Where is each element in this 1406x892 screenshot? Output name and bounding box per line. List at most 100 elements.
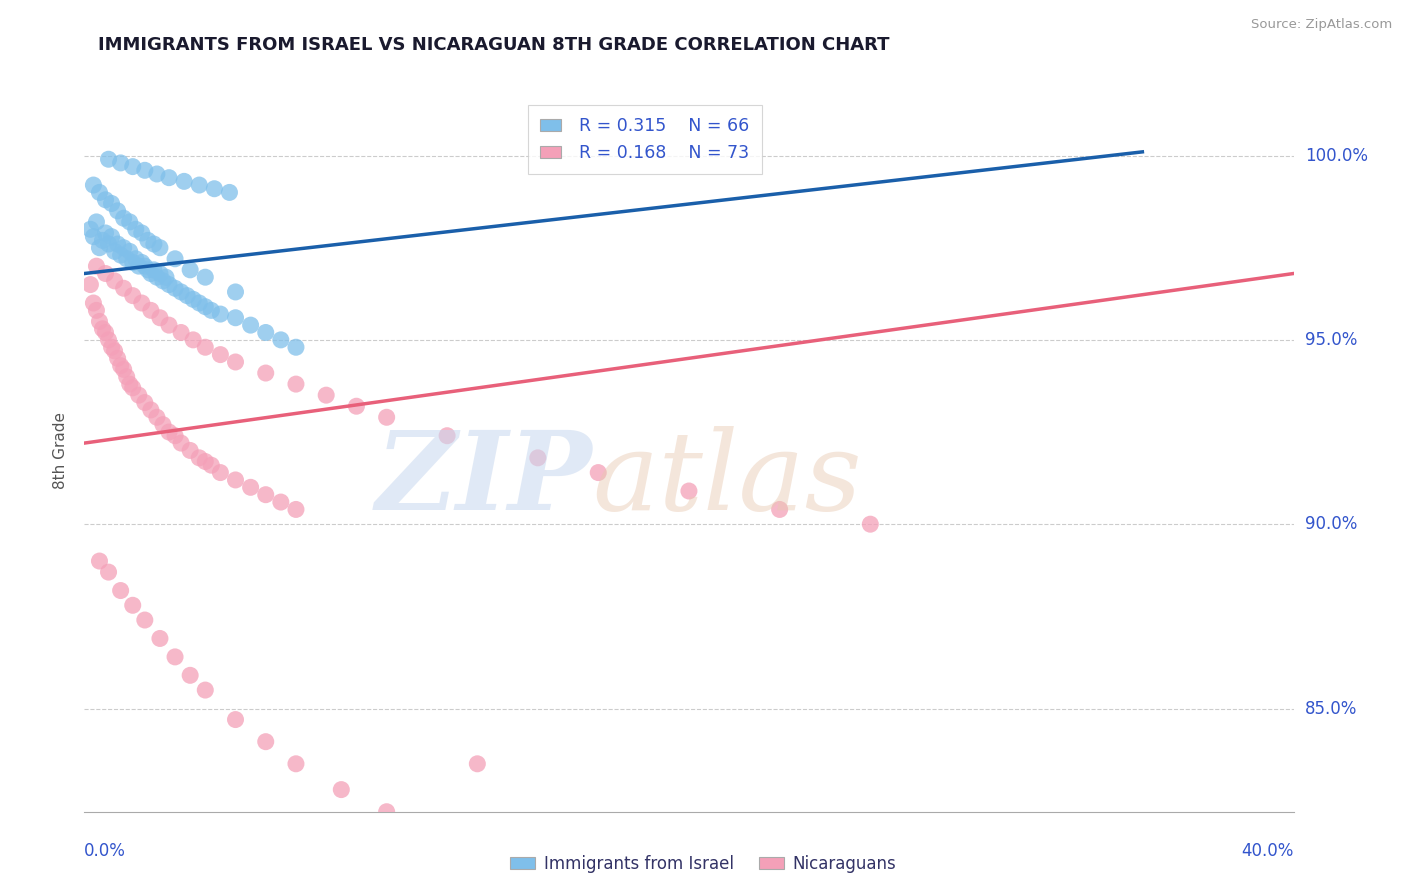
Point — [134, 163, 156, 178]
Point — [91, 322, 114, 336]
Point — [139, 267, 162, 281]
Point — [157, 425, 180, 439]
Point — [134, 395, 156, 409]
Legend: Immigrants from Israel, Nicaraguans: Immigrants from Israel, Nicaraguans — [503, 848, 903, 880]
Point — [149, 310, 172, 325]
Point — [110, 156, 132, 170]
Point — [218, 186, 240, 200]
Point — [146, 167, 169, 181]
Point — [112, 281, 135, 295]
Point — [173, 174, 195, 188]
Point — [115, 252, 138, 266]
Point — [142, 237, 165, 252]
Point — [86, 259, 108, 273]
Text: 95.0%: 95.0% — [1305, 331, 1357, 349]
Point — [118, 377, 141, 392]
Point — [270, 495, 292, 509]
Point — [254, 488, 277, 502]
Text: 85.0%: 85.0% — [1305, 699, 1357, 717]
Point — [79, 277, 101, 292]
Point — [107, 237, 129, 252]
Point — [89, 241, 111, 255]
Point — [152, 417, 174, 432]
Point — [91, 233, 114, 247]
Point — [315, 388, 337, 402]
Point — [194, 454, 217, 468]
Point — [200, 303, 222, 318]
Point — [97, 333, 120, 347]
Point — [149, 241, 172, 255]
Point — [157, 170, 180, 185]
Point — [139, 403, 162, 417]
Point — [110, 359, 132, 373]
Point — [136, 233, 159, 247]
Point — [82, 229, 104, 244]
Point — [188, 450, 211, 465]
Point — [239, 480, 262, 494]
Point — [200, 458, 222, 473]
Point — [194, 300, 217, 314]
Text: 40.0%: 40.0% — [1241, 842, 1294, 860]
Point — [94, 226, 117, 240]
Point — [225, 355, 247, 369]
Text: atlas: atlas — [592, 425, 862, 533]
Point — [194, 683, 217, 698]
Point — [285, 756, 308, 771]
Point — [152, 274, 174, 288]
Point — [188, 178, 211, 192]
Text: 0.0%: 0.0% — [84, 842, 127, 860]
Point — [89, 186, 111, 200]
Point — [285, 502, 308, 516]
Point — [121, 160, 143, 174]
Point — [202, 182, 225, 196]
Point — [118, 244, 141, 259]
Point — [330, 782, 353, 797]
Point — [467, 756, 489, 771]
Point — [79, 222, 101, 236]
Point — [285, 377, 308, 392]
Point — [157, 318, 180, 332]
Point — [112, 241, 135, 255]
Point — [346, 399, 368, 413]
Point — [121, 288, 143, 302]
Point — [165, 649, 187, 664]
Point — [859, 517, 882, 532]
Point — [225, 310, 247, 325]
Point — [131, 226, 153, 240]
Point — [107, 351, 129, 366]
Point — [225, 473, 247, 487]
Point — [165, 281, 187, 295]
Text: 100.0%: 100.0% — [1305, 146, 1368, 164]
Point — [94, 193, 117, 207]
Point — [375, 410, 398, 425]
Text: ZIP: ZIP — [375, 425, 592, 533]
Point — [112, 362, 135, 376]
Point — [104, 274, 127, 288]
Point — [131, 296, 153, 310]
Point — [82, 178, 104, 192]
Point — [97, 237, 120, 252]
Point — [179, 668, 201, 682]
Point — [149, 267, 172, 281]
Point — [225, 285, 247, 299]
Point — [527, 450, 550, 465]
Point — [89, 314, 111, 328]
Point — [194, 340, 217, 354]
Point — [125, 222, 148, 236]
Point — [104, 244, 127, 259]
Point — [254, 366, 277, 380]
Point — [94, 326, 117, 340]
Point — [97, 565, 120, 579]
Point — [165, 252, 187, 266]
Point — [209, 307, 232, 321]
Point — [170, 285, 193, 299]
Point — [155, 270, 177, 285]
Point — [225, 713, 247, 727]
Point — [136, 262, 159, 277]
Point — [121, 255, 143, 269]
Point — [104, 343, 127, 358]
Point — [179, 262, 201, 277]
Point — [436, 428, 458, 442]
Point — [110, 248, 132, 262]
Point — [115, 369, 138, 384]
